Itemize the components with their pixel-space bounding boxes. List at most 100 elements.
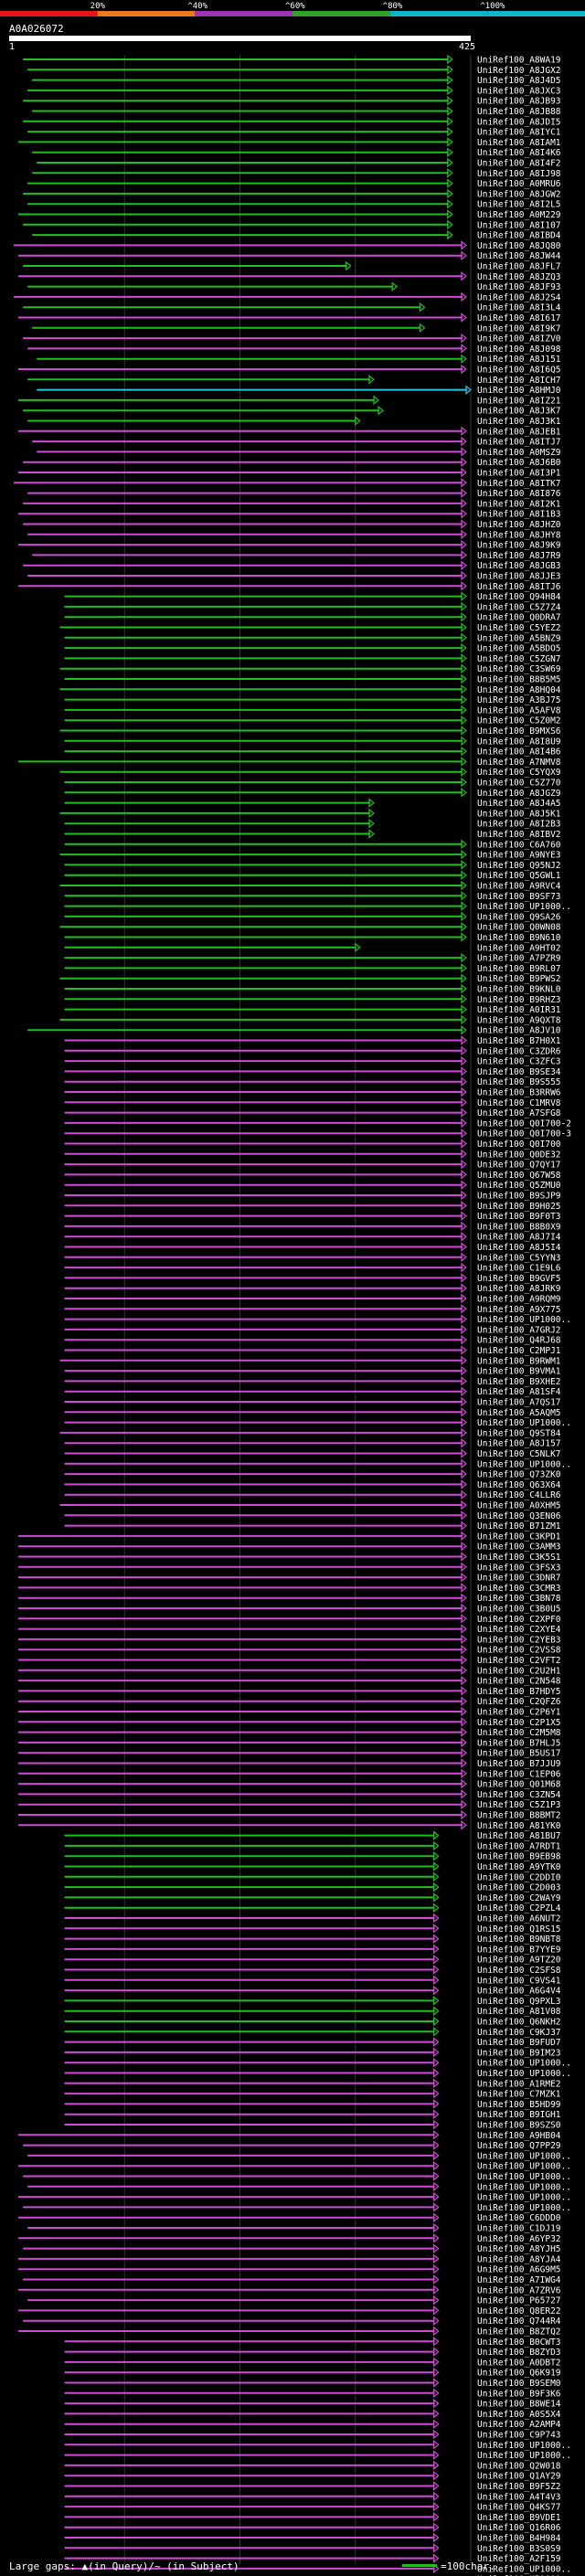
hit-name[interactable]: UniRef100_A8JZQ3 [477,272,561,282]
hit-name[interactable]: UniRef100_Q6NKH2 [477,2018,561,2028]
hit-name[interactable]: UniRef100_UP1000.. [477,2172,571,2182]
hit-name[interactable]: UniRef100_A7RDT1 [477,1841,561,1851]
hit-name[interactable]: UniRef100_A7NMV8 [477,758,561,768]
hit-name[interactable]: UniRef100_B9MXS6 [477,726,561,737]
hit-name[interactable]: UniRef100_A81SF4 [477,1387,561,1397]
hit-name[interactable]: UniRef100_A2F159 [477,2554,561,2564]
hit-name[interactable]: UniRef100_C3AMM3 [477,1542,561,1553]
hit-name[interactable]: UniRef100_A8ICH7 [477,376,561,386]
hit-name[interactable]: UniRef100_UP1000.. [477,2203,571,2213]
hit-name[interactable]: UniRef100_A8IZV0 [477,334,561,345]
hit-name[interactable]: UniRef100_A8J5K1 [477,809,561,819]
hit-name[interactable]: UniRef100_B8WE14 [477,2400,561,2410]
hit-name[interactable]: UniRef100_B7HLJ5 [477,1738,561,1748]
hit-name[interactable]: UniRef100_C3K5S1 [477,1553,561,1563]
hit-name[interactable]: UniRef100_A7SFG8 [477,1108,561,1118]
hit-name[interactable]: UniRef100_B9SE34 [477,1067,561,1077]
hit-name[interactable]: UniRef100_Q5GWL1 [477,871,561,881]
hit-name[interactable]: UniRef100_C5NLK7 [477,1449,561,1459]
hit-name[interactable]: UniRef100_UP1000.. [477,2575,571,2576]
hit-name[interactable]: UniRef100_A4T4V3 [477,2492,561,2502]
hit-name[interactable]: UniRef100_C3SW69 [477,664,561,674]
hit-name[interactable]: UniRef100_UP1000.. [477,2193,571,2203]
hit-name[interactable]: UniRef100_B9F5Z2 [477,2482,561,2492]
hit-name[interactable]: UniRef100_A8I4B6 [477,747,561,758]
hit-name[interactable]: UniRef100_A3BJ75 [477,695,561,705]
hit-name[interactable]: UniRef100_B9F0T3 [477,1212,561,1222]
hit-name[interactable]: UniRef100_A8J3K1 [477,417,561,427]
hit-name[interactable]: UniRef100_C7MZK1 [477,2090,561,2100]
hit-name[interactable]: UniRef100_B9EB98 [477,1852,561,1862]
hit-name[interactable]: UniRef100_A0DBT2 [477,2358,561,2368]
hit-name[interactable]: UniRef100_A0XHM5 [477,1501,561,1511]
hit-name[interactable]: UniRef100_Q0DRA7 [477,613,561,623]
hit-name[interactable]: UniRef100_A0IR31 [477,1005,561,1015]
hit-name[interactable]: UniRef100_Q95NJ2 [477,861,561,871]
hit-name[interactable]: UniRef100_UP1000.. [477,1418,571,1428]
hit-name[interactable]: UniRef100_A8J151 [477,355,561,365]
hit-name[interactable]: UniRef100_A7PZR9 [477,954,561,964]
hit-name[interactable]: UniRef100_A8JJE3 [477,572,561,582]
hit-name[interactable]: UniRef100_B9N610 [477,933,561,943]
hit-name[interactable]: UniRef100_C2P1X5 [477,1718,561,1728]
hit-name[interactable]: UniRef100_Q94H84 [477,592,561,602]
hit-name[interactable]: UniRef100_Q9PXL3 [477,1997,561,2007]
hit-name[interactable]: UniRef100_A8IYC1 [477,128,561,138]
hit-name[interactable]: UniRef100_Q6K919 [477,2369,561,2379]
hit-name[interactable]: UniRef100_A8HQ04 [477,685,561,695]
hit-name[interactable]: UniRef100_A8IJ98 [477,169,561,179]
hit-name[interactable]: UniRef100_B9H025 [477,1202,561,1212]
hit-name[interactable]: UniRef100_A8JRK9 [477,1284,561,1294]
hit-name[interactable]: UniRef100_A8JXC3 [477,86,561,96]
hit-name[interactable]: UniRef100_B4H984 [477,2534,561,2544]
hit-name[interactable]: UniRef100_A8J5I4 [477,1243,561,1253]
hit-name[interactable]: UniRef100_Q0DE32 [477,1150,561,1160]
hit-name[interactable]: UniRef100_C4LLR6 [477,1490,561,1500]
hit-name[interactable]: UniRef100_A8JB93 [477,97,561,107]
hit-name[interactable]: UniRef100_B9S555 [477,1077,561,1087]
hit-name[interactable]: UniRef100_C3BN78 [477,1594,561,1604]
hit-name[interactable]: UniRef100_Q9SA26 [477,912,561,922]
hit-name[interactable]: UniRef100_C5Z1P3 [477,1800,561,1810]
hit-name[interactable]: UniRef100_B3S0S9 [477,2544,561,2554]
hit-name[interactable]: UniRef100_A7IWG4 [477,2275,561,2285]
hit-name[interactable]: UniRef100_A1RME2 [477,2079,561,2089]
hit-name[interactable]: UniRef100_A8HMJ0 [477,386,561,396]
hit-name[interactable]: UniRef100_C2MPJ1 [477,1346,561,1356]
hit-name[interactable]: UniRef100_A81BU7 [477,1831,561,1841]
hit-name[interactable]: UniRef100_B9FUD7 [477,2038,561,2048]
hit-name[interactable]: UniRef100_A8IBV2 [477,830,561,840]
hit-name[interactable]: UniRef100_A8IBD4 [477,231,561,241]
hit-name[interactable]: UniRef100_A8JF93 [477,282,561,292]
hit-name[interactable]: UniRef100_A81YK0 [477,1821,561,1831]
hit-name[interactable]: UniRef100_A8JFL7 [477,262,561,272]
hit-name[interactable]: UniRef100_C2VFT2 [477,1656,561,1666]
hit-name[interactable]: UniRef100_A9YTK0 [477,1862,561,1872]
hit-name[interactable]: UniRef100_A8ITK7 [477,479,561,489]
hit-name[interactable]: UniRef100_A8J7I4 [477,1233,561,1243]
hit-name[interactable]: UniRef100_Q1RS15 [477,1924,561,1935]
hit-name[interactable]: UniRef100_A5AFV8 [477,705,561,716]
hit-name[interactable]: UniRef100_A8J098 [477,345,561,355]
hit-name[interactable]: UniRef100_A8I617 [477,313,561,323]
hit-name[interactable]: UniRef100_A8ITJ7 [477,438,561,448]
hit-name[interactable]: UniRef100_Q0I700-3 [477,1129,571,1140]
hit-name[interactable]: UniRef100_B9RWM1 [477,1356,561,1366]
hit-name[interactable]: UniRef100_Q7PP29 [477,2141,561,2151]
hit-name[interactable]: UniRef100_A8I4K6 [477,148,561,158]
hit-name[interactable]: UniRef100_A6G4V4 [477,1987,561,1997]
hit-name[interactable]: UniRef100_B9VMA1 [477,1367,561,1377]
hit-name[interactable]: UniRef100_B9SF73 [477,892,561,902]
hit-name[interactable]: UniRef100_B3RRW6 [477,1088,561,1098]
hit-name[interactable]: UniRef100_C3FSX3 [477,1563,561,1573]
hit-name[interactable]: UniRef100_A5AQM5 [477,1408,561,1418]
hit-name[interactable]: UniRef100_A8I3L4 [477,303,561,313]
hit-name[interactable]: UniRef100_A9QXT8 [477,1015,561,1025]
hit-name[interactable]: UniRef100_B9RL07 [477,964,561,974]
hit-name[interactable]: UniRef100_UP1000.. [477,1459,571,1469]
hit-name[interactable]: UniRef100_C3ZDR6 [477,1046,561,1056]
hit-name[interactable]: UniRef100_B8BMT2 [477,1811,561,1821]
hit-name[interactable]: UniRef100_B9PWS2 [477,974,561,984]
hit-name[interactable]: UniRef100_A8JHZ0 [477,520,561,530]
hit-name[interactable]: UniRef100_A8I9K7 [477,323,561,334]
